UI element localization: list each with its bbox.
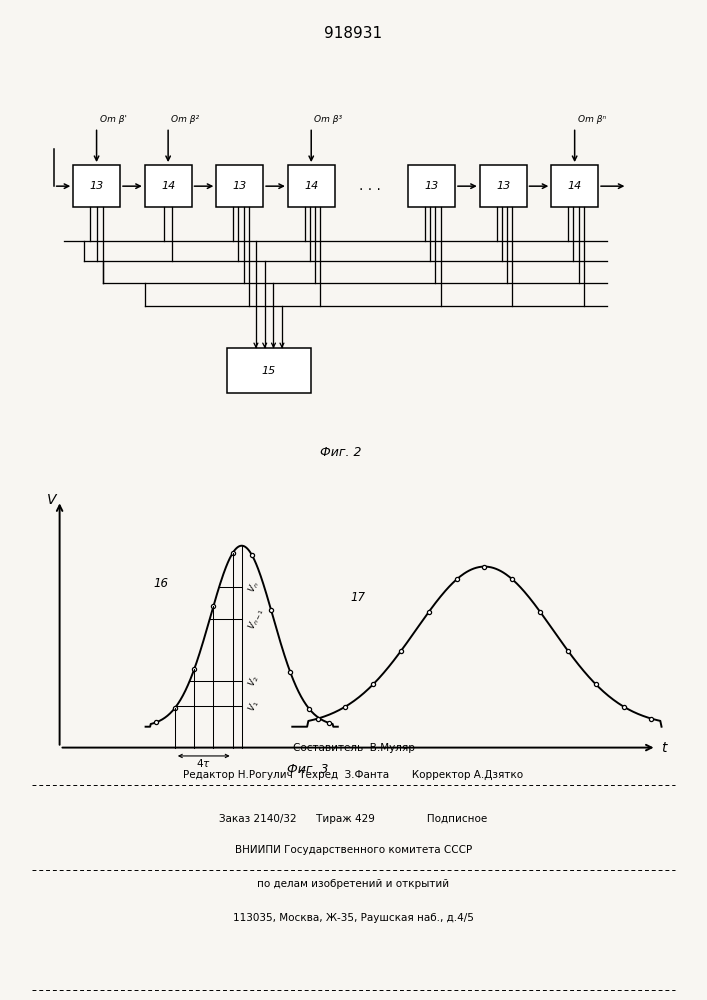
Text: $V_{n-1}$: $V_{n-1}$ xyxy=(246,606,267,632)
Text: 13: 13 xyxy=(424,181,438,191)
Text: 13: 13 xyxy=(233,181,247,191)
Text: 14: 14 xyxy=(161,181,175,191)
Bar xyxy=(73,165,120,207)
Text: Редактор Н.Рогулич  Техред  З.Фанта       Корректор А.Дзятко: Редактор Н.Рогулич Техред З.Фанта Коррек… xyxy=(183,770,524,780)
Text: V: V xyxy=(47,493,57,507)
Bar xyxy=(479,165,527,207)
Bar xyxy=(216,165,263,207)
Text: Составитель  В.Муляр: Составитель В.Муляр xyxy=(293,743,414,753)
Text: Фиг. 2: Фиг. 2 xyxy=(320,446,361,459)
Text: Оm β²: Оm β² xyxy=(171,115,199,124)
Text: Оm β': Оm β' xyxy=(100,115,127,124)
Text: 918931: 918931 xyxy=(325,25,382,40)
Text: по делам изобретений и открытий: по делам изобретений и открытий xyxy=(257,879,450,889)
Bar xyxy=(145,165,192,207)
Bar xyxy=(288,165,334,207)
Text: Оm βⁿ: Оm βⁿ xyxy=(578,115,606,124)
Text: 13: 13 xyxy=(496,181,510,191)
Bar xyxy=(408,165,455,207)
Text: $4\tau$: $4\tau$ xyxy=(197,757,211,769)
Text: $V_1$: $V_1$ xyxy=(246,698,262,714)
Text: $V_n$: $V_n$ xyxy=(246,579,262,595)
Text: 14: 14 xyxy=(304,181,318,191)
Text: 14: 14 xyxy=(568,181,582,191)
Text: 113035, Москва, Ж-35, Раушская наб., д.4/5: 113035, Москва, Ж-35, Раушская наб., д.4… xyxy=(233,913,474,923)
Text: 17: 17 xyxy=(351,591,366,604)
Text: Заказ 2140/32      Тираж 429                Подписное: Заказ 2140/32 Тираж 429 Подписное xyxy=(219,814,488,824)
Text: ВНИИПИ Государственного комитета СССР: ВНИИПИ Государственного комитета СССР xyxy=(235,845,472,855)
Bar xyxy=(551,165,598,207)
Text: Оm β³: Оm β³ xyxy=(315,115,343,124)
Text: . . .: . . . xyxy=(359,179,380,193)
Bar xyxy=(227,348,311,393)
Text: 16: 16 xyxy=(153,577,168,590)
Text: Фиг. 3: Фиг. 3 xyxy=(287,763,328,776)
Text: $V_2$: $V_2$ xyxy=(246,674,262,689)
Text: 15: 15 xyxy=(262,366,276,376)
Text: t: t xyxy=(661,741,667,755)
Text: 13: 13 xyxy=(90,181,104,191)
